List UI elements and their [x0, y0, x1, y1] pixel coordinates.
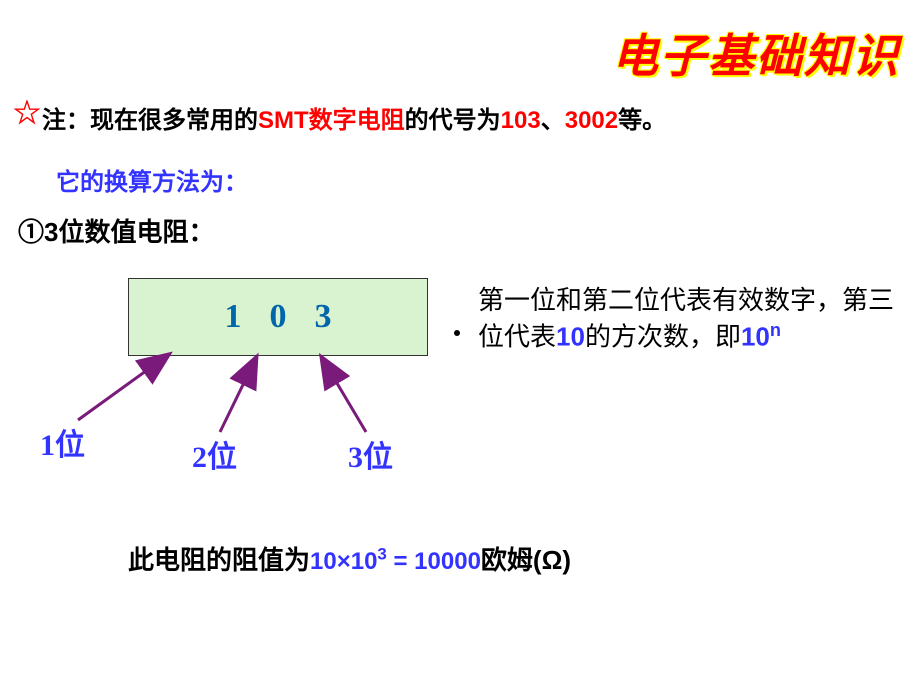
note-code1: 103 [501, 107, 541, 134]
result-unit: 欧姆(Ω) [481, 545, 571, 575]
section-1-title: ①3位数值电阻： [18, 212, 214, 249]
note-suffix: 等。 [618, 107, 666, 134]
note-sep: 、 [541, 107, 565, 134]
star-icon [14, 100, 40, 126]
explanation-text: 第一位和第二位代表有效数字，第三位代表10的方次数，即10n [478, 282, 898, 355]
digit-2: 0 [270, 298, 287, 336]
bullet-dot-icon [454, 330, 460, 336]
position-2-label: 2位 [192, 432, 237, 476]
explain-exp: n [770, 320, 781, 340]
conversion-label: 它的换算方法为： [56, 162, 248, 197]
digit-3: 3 [315, 298, 332, 336]
note-smt: SMT [258, 107, 309, 134]
result-expr-b: = 10000 [387, 548, 481, 575]
note-mid2: 的代号为 [405, 107, 501, 134]
explain-ten: 10 [556, 322, 585, 352]
page-title: 电子基础知识 [612, 20, 900, 86]
arrow-1-icon [78, 355, 168, 420]
note-code2: 3002 [565, 107, 618, 134]
position-1-label: 1位 [40, 420, 85, 464]
digit-1: 1 [225, 298, 242, 336]
explain-t2: 的方次数，即 [585, 322, 741, 352]
result-prefix: 此电阻的阻值为 [128, 545, 310, 575]
result-line: 此电阻的阻值为10×103 = 10000欧姆(Ω) [128, 540, 571, 577]
note-mid1: 数字电阻 [309, 107, 405, 134]
arrow-3-icon [322, 358, 366, 432]
note-line: 注：现在很多常用的SMT数字电阻的代号为103、3002等。 [42, 100, 666, 135]
arrow-2-icon [220, 358, 256, 432]
result-expr-a: 10×10 [310, 548, 377, 575]
explain-tenp: 10 [741, 322, 770, 352]
resistor-code-box: 1 0 3 [128, 278, 428, 356]
result-expr-exp: 3 [377, 544, 386, 563]
note-prefix: 注：现在很多常用的 [42, 107, 258, 134]
position-3-label: 3位 [348, 432, 393, 476]
